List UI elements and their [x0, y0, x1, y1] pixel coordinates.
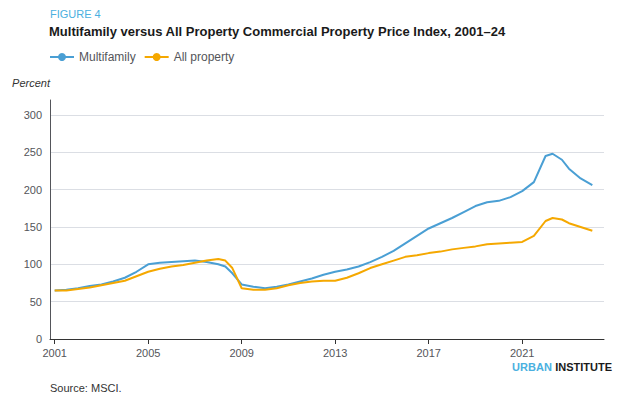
svg-text:250: 250: [24, 146, 42, 158]
svg-text:2005: 2005: [136, 347, 160, 359]
svg-text:Multifamily versus All Propert: Multifamily versus All Property Commerci…: [49, 24, 506, 39]
svg-text:All property: All property: [174, 50, 235, 64]
svg-text:0: 0: [36, 333, 42, 345]
svg-text:Multifamily: Multifamily: [79, 50, 136, 64]
svg-text:150: 150: [24, 221, 42, 233]
svg-text:2021: 2021: [510, 347, 534, 359]
svg-text:2001: 2001: [42, 347, 66, 359]
svg-text:300: 300: [24, 109, 42, 121]
svg-text:2017: 2017: [416, 347, 440, 359]
svg-text:100: 100: [24, 258, 42, 270]
svg-text:FIGURE 4: FIGURE 4: [50, 8, 101, 20]
svg-text:200: 200: [24, 184, 42, 196]
svg-text:Percent: Percent: [12, 77, 51, 89]
svg-text:2009: 2009: [229, 347, 253, 359]
svg-text:Source: MSCI.: Source: MSCI.: [50, 382, 122, 394]
svg-text:INSTITUTE: INSTITUTE: [555, 361, 612, 373]
svg-text:URBAN: URBAN: [512, 361, 552, 373]
svg-text:2013: 2013: [323, 347, 347, 359]
svg-text:50: 50: [30, 296, 42, 308]
